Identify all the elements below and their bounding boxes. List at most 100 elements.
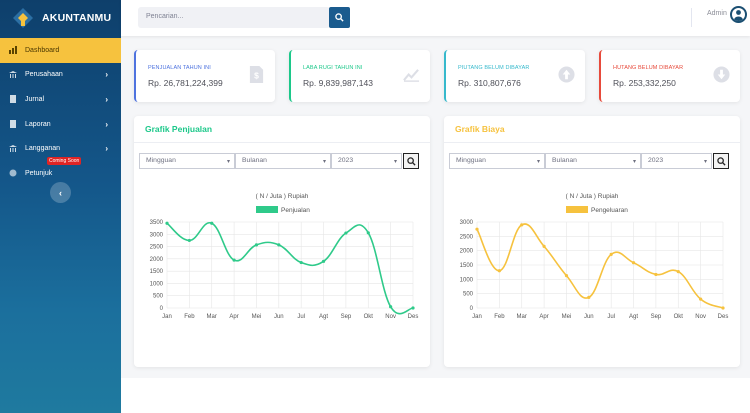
y-tick-label: 3500 [150,220,164,226]
report-icon [10,120,16,129]
stat-card-piutang: PIUTANG BELUM DIBAYAR Rp. 310,807,676 [444,50,585,102]
book-icon [10,95,16,104]
stat-label: HUTANG BELUM DIBAYAR [613,65,684,71]
y-tick-label: 2500 [150,245,164,251]
chevron-right-icon: › [105,70,108,80]
stat-card-penjualan: PENJUALAN TAHUN INI Rp. 26,781,224,399 $ [134,50,275,102]
sidebar-item-langganan[interactable]: Langganan › [0,136,121,161]
x-tick-label: Feb [184,314,195,320]
x-tick-label: Mar [207,314,217,320]
arrow-down-circle-icon [713,66,730,83]
y-tick-label: 0 [160,306,164,312]
sidebar-item-petunjuk[interactable]: Petunjuk Coming Soon [0,156,121,186]
data-point [654,272,658,277]
sidebar-item-dashboard[interactable]: Dashboard [0,38,121,63]
stat-label: LABA RUGI TAHUN INI [303,65,363,71]
data-point [165,221,169,225]
help-icon [9,169,17,177]
brand-logo-icon [12,7,34,29]
chevron-down-icon: ▾ [536,159,540,165]
data-point [254,243,259,247]
sidebar-item-label: Petunjuk [25,169,53,177]
period-select[interactable]: Mingguan ▾ [139,153,235,169]
legend-swatch [566,206,588,213]
period-select[interactable]: Mingguan ▾ [449,153,545,169]
x-tick-label: Okt [674,314,684,320]
data-point [366,231,370,235]
stat-card-laba-rugi: LABA RUGI TAHUN INI Rp. 9,839,987,143 [289,50,430,102]
brand-name: AKUNTANMU [42,11,112,24]
year-select[interactable]: 2023 ▾ [641,153,712,169]
series-line [476,223,724,309]
data-point [389,305,393,309]
panel-title: Grafik Penjualan [145,124,213,134]
y-tick-label: 3000 [460,220,474,226]
stat-value: Rp. 9,839,987,143 [303,78,373,88]
search-input[interactable]: Pencarian... [138,7,330,28]
month-select-value: Bulanan [552,157,577,164]
filter-search-button[interactable] [403,153,419,169]
y-tick-label: 2000 [150,257,164,263]
month-select[interactable]: Bulanan ▾ [545,153,641,169]
period-select-value: Mingguan [456,157,486,164]
x-tick-label: Mei [252,314,262,320]
legend-label: Pengeluaran [591,207,628,214]
chevron-right-icon: › [105,119,108,129]
stat-value: Rp. 26,781,224,399 [148,78,223,88]
x-tick-label: Jan [472,314,482,320]
sidebar-item-label: Laporan [25,120,51,128]
search-icon [406,156,416,166]
sidebar-item-jurnal[interactable]: Jurnal › [0,87,121,112]
coming-soon-badge: Coming Soon [47,156,82,165]
stat-card-hutang: HUTANG BELUM DIBAYAR Rp. 253,332,250 [599,50,740,102]
y-tick-label: 3000 [150,232,164,238]
panel-title: Grafik Biaya [455,124,505,134]
sidebar-nav: Dashboard Perusahaan › Jurnal › Laporan … [0,38,121,186]
avatar[interactable] [730,6,747,23]
year-select[interactable]: 2023 ▾ [331,153,402,169]
x-tick-label: Mar [517,314,527,320]
brand[interactable]: AKUNTANMU [0,0,121,35]
x-tick-label: Jul [607,314,615,320]
sidebar-item-perusahaan[interactable]: Perusahaan › [0,63,121,88]
y-tick-label: 500 [463,292,474,298]
y-tick-label: 1000 [460,277,474,283]
data-point [564,274,569,278]
x-tick-label: Sep [651,314,662,320]
footer [121,378,750,413]
legend-swatch [256,206,278,213]
user-name[interactable]: Admin [707,10,727,17]
sidebar-item-label: Dashboard [25,46,60,54]
y-tick-label: 2000 [460,249,474,255]
data-point [587,295,591,299]
panel-grafik-penjualan: Grafik Penjualan Mingguan ▾ Bulanan ▾ 2023… [134,116,430,367]
year-select-value: 2023 [648,157,664,164]
data-point [344,231,348,235]
x-tick-label: Feb [494,314,505,320]
y-tick-label: 1000 [150,281,164,287]
data-point [699,297,703,301]
x-tick-label: Des [408,314,419,320]
data-point [520,223,524,227]
search-button[interactable] [329,7,350,28]
chevron-right-icon: › [105,94,108,104]
sidebar-toggle-button[interactable]: ‹ [50,182,71,203]
x-tick-label: Des [718,314,729,320]
topbar: Pencarian... Admin [121,0,750,36]
sidebar-item-laporan[interactable]: Laporan › [0,112,121,137]
x-tick-label: Apr [229,314,238,320]
chart-title: ( N / Juta ) Rupiah [256,193,309,200]
data-point [210,221,214,225]
x-tick-label: Nov [695,314,706,320]
filter-search-button[interactable] [713,153,729,169]
svg-text:$: $ [254,70,259,80]
arrow-up-circle-icon [558,66,575,83]
stat-label: PENJUALAN TAHUN INI [148,65,211,71]
search-icon [335,13,344,22]
data-point [232,258,236,262]
data-point [299,260,303,265]
y-tick-label: 0 [470,306,474,312]
month-select[interactable]: Bulanan ▾ [235,153,331,169]
topbar-divider [691,8,692,27]
x-tick-label: Nov [385,314,396,320]
